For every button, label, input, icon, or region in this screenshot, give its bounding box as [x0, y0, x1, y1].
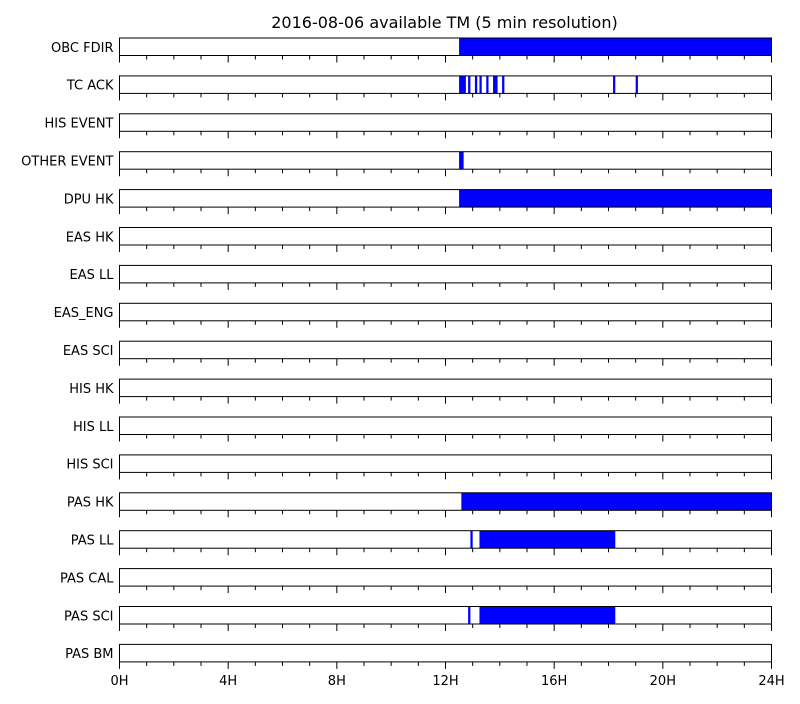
row-label-pas-hk: PAS HK — [67, 496, 114, 511]
interval-bar-other-event-0 — [459, 151, 464, 170]
row-label-pas-ll: PAS LL — [71, 533, 115, 548]
row-frame-eas-eng — [119, 302, 772, 322]
row-label-other-event: OTHER EVENT — [21, 154, 113, 169]
interval-bar-obc-fdir-0 — [459, 38, 772, 56]
interval-bar-dpu-hk-0 — [459, 189, 772, 208]
interval-bar-tc-ack-2 — [474, 75, 478, 94]
chart-title: 2016-08-06 available TM (5 min resolutio… — [271, 13, 617, 32]
row-frame-other-event — [119, 151, 772, 170]
row-label-dpu-hk: DPU HK — [64, 192, 114, 207]
row-label-pas-cal: PAS CAL — [60, 571, 114, 586]
row-label-his-ll: HIS LL — [73, 420, 114, 435]
row-frame-tc-ack — [119, 75, 772, 94]
x-tick-label-0: 0H — [110, 674, 128, 689]
row-frame-his-hk — [119, 378, 772, 398]
row-label-his-hk: HIS HK — [69, 382, 114, 397]
row-label-obc-fdir: OBC FDIR — [51, 41, 114, 56]
row-frame-eas-ll — [119, 264, 772, 284]
interval-bar-tc-ack-0 — [459, 75, 466, 94]
row-frame-his-sci — [119, 454, 772, 473]
row-label-eas-hk: EAS HK — [66, 230, 114, 245]
interval-bar-pas-sci-0 — [468, 606, 471, 624]
interval-bar-pas-hk-0 — [461, 492, 772, 511]
row-frame-pas-bm — [119, 643, 772, 663]
row-label-tc-ack: TC ACK — [66, 79, 114, 94]
interval-bar-tc-ack-1 — [468, 75, 471, 94]
row-label-his-sci: HIS SCI — [66, 458, 113, 473]
interval-bar-pas-sci-1 — [479, 606, 616, 624]
x-tick-label-16: 16H — [541, 674, 567, 689]
row-label-eas-eng: EAS_ENG — [54, 306, 114, 321]
row-label-eas-sci: EAS SCI — [63, 344, 114, 359]
x-tick-label-24: 24H — [758, 674, 784, 689]
row-frame-pas-ll — [119, 530, 772, 549]
interval-bar-pas-ll-0 — [470, 530, 473, 549]
row-frame-eas-hk — [119, 227, 772, 246]
row-label-pas-sci: PAS SCI — [64, 609, 113, 624]
row-label-eas-ll: EAS LL — [70, 268, 115, 283]
x-tick-label-20: 20H — [650, 674, 676, 689]
x-tick-label-12: 12H — [432, 674, 458, 689]
row-label-his-event: HIS EVENT — [45, 117, 114, 132]
row-frame-pas-sci — [119, 606, 772, 625]
row-frame-his-event — [119, 113, 772, 132]
row-frame-eas-sci — [119, 340, 772, 360]
x-tick-label-8: 8H — [328, 674, 346, 689]
interval-bar-tc-ack-5 — [493, 75, 498, 94]
interval-bar-tc-ack-6 — [502, 75, 505, 94]
row-label-pas-bm: PAS BM — [65, 647, 113, 662]
interval-bar-tc-ack-4 — [486, 75, 489, 94]
interval-bar-tc-ack-8 — [635, 75, 638, 94]
interval-bar-pas-ll-1 — [479, 530, 616, 549]
interval-bar-tc-ack-7 — [613, 75, 616, 94]
row-frame-pas-cal — [119, 568, 772, 587]
row-frame-his-ll — [119, 416, 772, 435]
x-tick-label-4: 4H — [219, 674, 237, 689]
interval-bar-tc-ack-3 — [479, 75, 482, 94]
